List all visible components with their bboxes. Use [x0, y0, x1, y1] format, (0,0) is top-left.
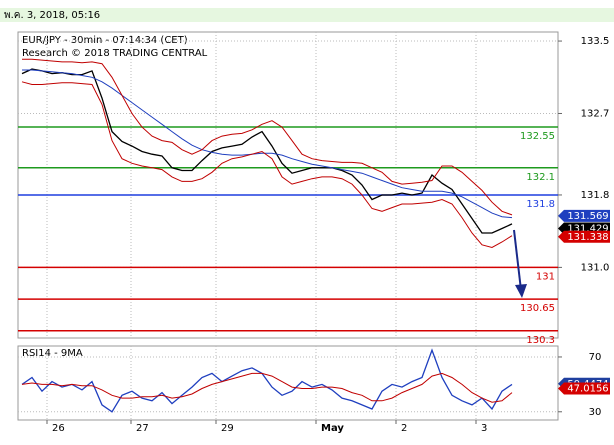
series-line	[21, 348, 513, 413]
level-label: 131	[536, 271, 555, 282]
price-panel	[17, 31, 559, 339]
chart-subtitle: Research © 2018 TRADING CENTRAL	[22, 48, 208, 59]
rsi-title: RSI14 - 9MA	[22, 348, 83, 359]
forecast-arrow	[513, 229, 522, 291]
rsi-panel	[17, 345, 559, 421]
series-line	[21, 68, 513, 234]
x-tick-label: 3	[481, 423, 487, 434]
x-tick-label: May	[321, 423, 344, 434]
series-line	[22, 69, 513, 219]
chart-title: EUR/JPY - 30min - 07:14:34 (CET)	[22, 35, 188, 46]
header-bar	[0, 8, 614, 22]
y-tick-label: 133.5	[581, 36, 610, 47]
y-tick-label: 131.0	[581, 262, 610, 273]
price-tag	[558, 382, 610, 395]
level-label: 132.55	[520, 131, 555, 142]
price-tag	[558, 230, 610, 243]
y-tick-label: 132.7	[581, 108, 610, 119]
y-tick-label: 131.8	[581, 190, 610, 201]
price-tag-label: 47.0156	[567, 383, 608, 394]
series-line	[22, 58, 513, 216]
x-tick-label: 29	[221, 423, 234, 434]
price-tag	[558, 209, 610, 222]
level-label: 131.8	[526, 199, 555, 210]
y-tick-label: 30	[589, 407, 602, 418]
level-label: 132.1	[526, 172, 555, 183]
series-line	[21, 81, 513, 249]
y-tick-label: 70	[589, 352, 602, 363]
header-date: พ.ค. 3, 2018, 05:16	[4, 10, 100, 21]
x-tick-label: 27	[136, 423, 149, 434]
x-tick-label: 2	[401, 423, 407, 434]
price-tag-label: 131.338	[567, 232, 608, 243]
forecast-arrowhead	[515, 284, 527, 298]
price-tag-label: 131.429	[567, 224, 608, 235]
x-tick-label: 26	[52, 423, 65, 434]
series-line	[21, 372, 513, 403]
level-label: 130.65	[520, 303, 555, 314]
price-tag-label: 131.569	[567, 211, 608, 222]
level-label: 130.3	[526, 335, 555, 346]
